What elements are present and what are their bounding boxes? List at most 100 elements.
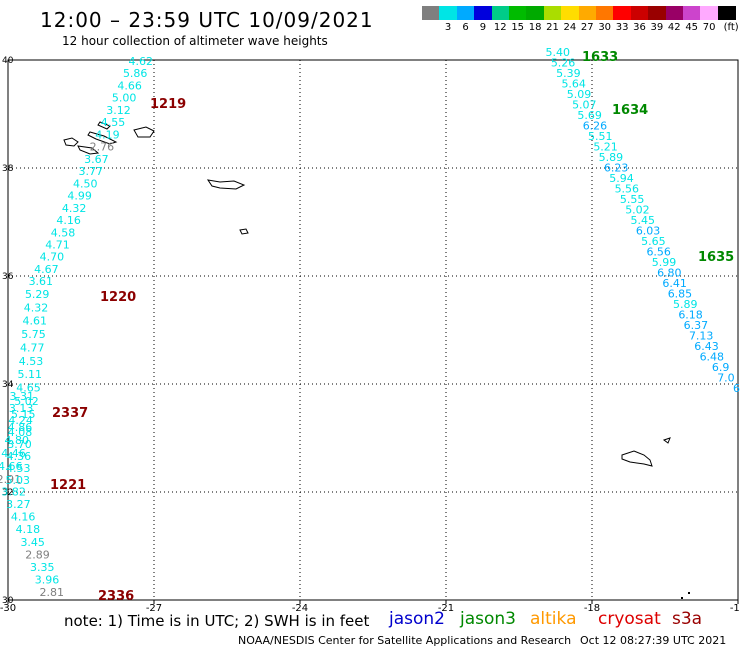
legend-unit: (ft) bbox=[723, 22, 739, 33]
wave-height-value: 4.67 bbox=[34, 263, 59, 276]
wave-height-value: 4.16 bbox=[11, 511, 36, 524]
wave-height-value: 5.89 bbox=[673, 298, 698, 311]
wave-height-value: 3.67 bbox=[84, 153, 109, 166]
wave-height-value: 5.45 bbox=[631, 214, 656, 227]
wave-height-value: 4.16 bbox=[56, 214, 81, 227]
wave-height-value: 4.66 bbox=[117, 79, 142, 92]
footer-timestamp: Oct 12 08:27:39 UTC 2021 bbox=[580, 634, 727, 647]
wave-height-value: 5.40 bbox=[546, 46, 571, 59]
legend-swatch bbox=[509, 6, 527, 20]
wave-height-value: 4.70 bbox=[40, 251, 65, 264]
legend-swatch bbox=[717, 6, 736, 20]
wave-height-value: 4.24 bbox=[8, 414, 33, 427]
legend-swatch bbox=[630, 6, 649, 20]
wave-height-value: 5.07 bbox=[572, 99, 597, 112]
wave-height-value: 5.21 bbox=[593, 141, 618, 154]
wave-height-value: 6.9 bbox=[712, 361, 730, 374]
wave-height-value: 4.18 bbox=[16, 523, 41, 536]
lon-tick-label: -18 bbox=[584, 603, 600, 614]
legend-swatch bbox=[491, 6, 510, 20]
wave-height-value: 6.85 bbox=[668, 288, 693, 301]
wave-height-value: 3.12 bbox=[106, 104, 131, 117]
legend-label: 27 bbox=[580, 22, 594, 33]
wave-height-value: 4.86 bbox=[8, 421, 33, 434]
wave-height-value: 7.13 bbox=[689, 330, 714, 343]
legend-swatch bbox=[578, 6, 597, 20]
wave-height-value: 5.94 bbox=[609, 172, 634, 185]
wave-height-value: 4.80 bbox=[5, 434, 30, 447]
island-outline bbox=[77, 145, 100, 155]
legend-swatch bbox=[683, 6, 701, 20]
wave-height-value: 5.99 bbox=[652, 256, 677, 269]
pass-time-label: 1634 bbox=[612, 103, 648, 118]
wave-height-value: 5.51 bbox=[588, 130, 613, 143]
lon-tick-label: -30 bbox=[0, 603, 16, 614]
pass-time-label: 1633 bbox=[582, 50, 618, 65]
wave-height-value: 6.80 bbox=[657, 267, 682, 280]
wave-height-value: 3.96 bbox=[35, 573, 60, 586]
legend-swatch bbox=[665, 6, 684, 20]
wave-height-value: 4.77 bbox=[20, 341, 45, 354]
wave-height-value: 5.86 bbox=[123, 67, 148, 80]
legend-label: 70 bbox=[702, 22, 716, 33]
map-title: 12:00 – 23:59 UTC 10/09/2021 bbox=[40, 8, 374, 32]
legend-label: 39 bbox=[650, 22, 664, 33]
lon-tick-label: -27 bbox=[146, 603, 162, 614]
pass-time-label: 2337 bbox=[52, 406, 88, 421]
island-outline bbox=[206, 179, 246, 190]
legend-label: 6 bbox=[462, 22, 469, 33]
wave-height-value: 5.15 bbox=[11, 408, 36, 421]
legend-swatch bbox=[526, 6, 545, 20]
wave-height-value: 6.03 bbox=[636, 225, 661, 238]
wave-height-value: 5.75 bbox=[21, 328, 46, 341]
wave-height-value: 4.53 bbox=[19, 355, 44, 368]
wave-height-value: 4.36 bbox=[7, 450, 32, 463]
wave-height-value: 5.69 bbox=[577, 109, 602, 122]
lat-tick-label: 40 bbox=[2, 56, 14, 66]
wave-height-value: 4.71 bbox=[45, 239, 70, 252]
wave-height-value: 3.13 bbox=[9, 402, 34, 415]
island-outline bbox=[662, 437, 671, 444]
wave-height-value: 4.53 bbox=[6, 462, 31, 475]
wave-height-value: 3.27 bbox=[6, 498, 31, 511]
wave-height-value: 4.66 bbox=[0, 460, 22, 473]
lon-tick-label: -15 bbox=[730, 603, 740, 614]
wave-height-value: 2.91 bbox=[0, 473, 21, 486]
lat-tick-label: 38 bbox=[2, 164, 14, 174]
units-note: note: 1) Time is in UTC; 2) SWH is in fe… bbox=[64, 612, 370, 630]
wave-height-value: 6 bbox=[733, 382, 740, 395]
wave-height-value: 4.50 bbox=[73, 177, 98, 190]
wave-height-value: 5.26 bbox=[551, 57, 576, 70]
wave-height-value: 3.70 bbox=[7, 438, 32, 451]
island-dot bbox=[688, 592, 690, 594]
legend-swatch bbox=[543, 6, 562, 20]
legend-label: 24 bbox=[563, 22, 577, 33]
island-outline bbox=[87, 131, 118, 145]
wave-height-value: 4.46 bbox=[1, 447, 26, 460]
wave-height-value: 6.41 bbox=[662, 277, 687, 290]
legend-label: 15 bbox=[511, 22, 525, 33]
legend-swatch bbox=[439, 6, 458, 20]
pass-time-label: 2336 bbox=[98, 589, 134, 604]
wave-height-value: 4.61 bbox=[22, 315, 47, 328]
island-outline bbox=[97, 121, 111, 130]
wave-height-value: 5.55 bbox=[620, 193, 645, 206]
wave-height-value: 4.55 bbox=[101, 116, 126, 129]
wave-height-value: 5.03 bbox=[6, 474, 31, 487]
legend-swatch bbox=[700, 6, 719, 20]
wave-height-value: 5.02 bbox=[625, 204, 650, 217]
lat-tick-label: 36 bbox=[2, 272, 14, 282]
wave-height-value: 3.77 bbox=[79, 165, 104, 178]
legend-label: 42 bbox=[667, 22, 681, 33]
map-subtitle: 12 hour collection of altimeter wave hei… bbox=[62, 34, 328, 48]
wave-height-value: 6.48 bbox=[700, 351, 725, 364]
island-outline bbox=[63, 137, 79, 147]
legend-label: 21 bbox=[546, 22, 559, 33]
island-outline bbox=[133, 126, 155, 138]
legend-swatch bbox=[613, 6, 632, 20]
satellite-cryosat: cryosat bbox=[598, 609, 661, 629]
wave-height-value: 2.89 bbox=[25, 548, 50, 561]
legend-label: 30 bbox=[598, 22, 612, 33]
wave-height-value: 3.82 bbox=[1, 486, 26, 499]
